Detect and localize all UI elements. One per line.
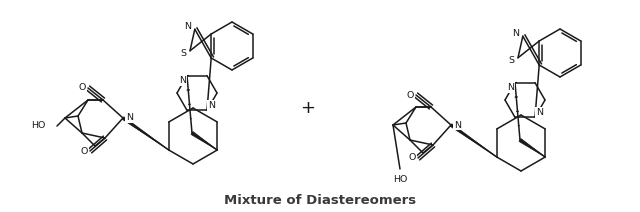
Text: N: N <box>454 120 461 130</box>
Text: HO: HO <box>393 176 407 184</box>
Text: N: N <box>507 83 514 92</box>
Text: O: O <box>406 91 414 99</box>
Text: O: O <box>81 146 88 155</box>
Text: +: + <box>301 99 316 117</box>
Text: N: N <box>512 29 519 38</box>
Polygon shape <box>191 132 217 150</box>
Text: N: N <box>184 22 191 31</box>
Text: N: N <box>179 76 186 85</box>
Text: O: O <box>79 84 86 92</box>
Text: Mixture of Diastereomers: Mixture of Diastereomers <box>224 194 416 206</box>
Text: N: N <box>126 113 133 123</box>
Polygon shape <box>519 139 545 157</box>
Text: S: S <box>180 49 186 58</box>
Polygon shape <box>450 124 497 157</box>
Text: O: O <box>408 153 416 163</box>
Text: S: S <box>508 56 514 65</box>
Text: N: N <box>536 108 543 117</box>
Text: HO: HO <box>31 121 45 131</box>
Polygon shape <box>122 117 169 150</box>
Text: N: N <box>208 101 215 110</box>
